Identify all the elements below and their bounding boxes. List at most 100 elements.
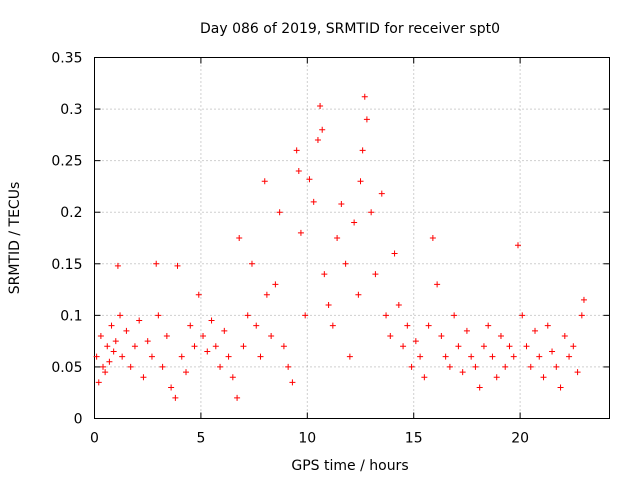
data-point	[112, 338, 119, 345]
data-point	[114, 262, 121, 269]
data-point	[280, 343, 287, 350]
data-point	[446, 363, 453, 370]
data-point	[359, 147, 366, 154]
data-point	[544, 322, 551, 329]
data-point	[221, 327, 228, 334]
data-point	[561, 332, 568, 339]
data-point	[400, 343, 407, 350]
data-point	[368, 209, 375, 216]
data-point	[472, 363, 479, 370]
data-point	[346, 353, 353, 360]
data-point	[148, 353, 155, 360]
data-point	[378, 190, 385, 197]
y-tick-label: 0.2	[60, 205, 82, 221]
data-point	[131, 343, 138, 350]
data-point	[119, 353, 126, 360]
data-point	[434, 281, 441, 288]
data-point	[480, 343, 487, 350]
y-tick-label: 0.1	[60, 308, 82, 324]
data-point	[468, 353, 475, 360]
data-point	[557, 384, 564, 391]
y-tick-label: 0.3	[60, 102, 82, 118]
data-point	[263, 291, 270, 298]
data-point	[334, 235, 341, 241]
y-tick-label: 0.25	[51, 154, 82, 170]
data-point	[459, 369, 466, 376]
data-point	[229, 374, 236, 381]
data-point	[429, 235, 436, 241]
y-tick-label: 0.15	[51, 257, 82, 273]
data-point	[363, 116, 370, 123]
data-point	[408, 363, 415, 370]
data-point	[174, 262, 181, 269]
data-point	[253, 322, 260, 329]
data-point	[417, 353, 424, 360]
data-point	[355, 291, 362, 298]
data-point	[110, 348, 117, 355]
data-point	[314, 137, 321, 144]
data-point	[183, 369, 190, 376]
data-point	[489, 353, 496, 360]
data-point	[144, 338, 151, 345]
data-point	[234, 394, 241, 401]
data-point	[289, 379, 296, 386]
data-point	[240, 343, 247, 350]
data-point	[383, 312, 390, 319]
data-point	[302, 312, 309, 319]
y-tick-label: 0.35	[51, 51, 82, 67]
data-point	[217, 363, 224, 370]
x-tick-label: 5	[196, 431, 205, 447]
data-point	[97, 332, 104, 339]
data-point	[395, 302, 402, 309]
data-point	[108, 322, 115, 329]
y-tick-label: 0.05	[51, 360, 82, 376]
data-point	[155, 312, 162, 319]
chart-title: Day 086 of 2019, SRMTID for receiver spt…	[200, 21, 500, 37]
data-point	[425, 322, 432, 329]
data-point	[317, 102, 324, 109]
data-point	[104, 343, 111, 350]
data-point	[163, 332, 170, 339]
data-points	[93, 93, 587, 401]
data-point	[117, 312, 124, 319]
data-point	[580, 296, 587, 303]
data-point	[391, 250, 398, 257]
data-point	[95, 379, 102, 386]
data-point	[106, 358, 113, 365]
data-point	[361, 93, 368, 100]
data-point	[506, 343, 513, 350]
data-point	[540, 374, 547, 381]
data-point	[225, 353, 232, 360]
data-point	[319, 126, 326, 133]
data-point	[451, 312, 458, 319]
data-point	[519, 312, 526, 319]
data-point	[127, 363, 134, 370]
data-point	[463, 327, 470, 334]
y-tick-label: 0	[74, 412, 83, 428]
data-point	[168, 384, 175, 391]
data-point	[574, 369, 581, 376]
data-point	[527, 363, 534, 370]
grid-lines	[94, 57, 610, 419]
axis-ticks: 0 5 10 15 20 0 0.05 0.1 0.15 0.2 0.25 0.3 0.35	[51, 51, 610, 447]
data-point	[204, 348, 211, 355]
data-point	[455, 343, 462, 350]
data-point	[140, 374, 147, 381]
data-point	[195, 291, 202, 298]
data-point	[208, 317, 215, 324]
data-point	[514, 242, 521, 249]
x-tick-label: 15	[405, 431, 423, 447]
data-point	[570, 343, 577, 350]
x-axis-label: GPS time / hours	[291, 458, 408, 474]
data-point	[295, 167, 302, 174]
data-point	[187, 322, 194, 329]
data-point	[523, 343, 530, 350]
data-point	[212, 343, 219, 350]
data-point	[297, 229, 304, 236]
data-point	[178, 353, 185, 360]
data-point	[200, 332, 207, 339]
data-point	[485, 322, 492, 329]
data-point	[285, 363, 292, 370]
data-point	[438, 332, 445, 339]
